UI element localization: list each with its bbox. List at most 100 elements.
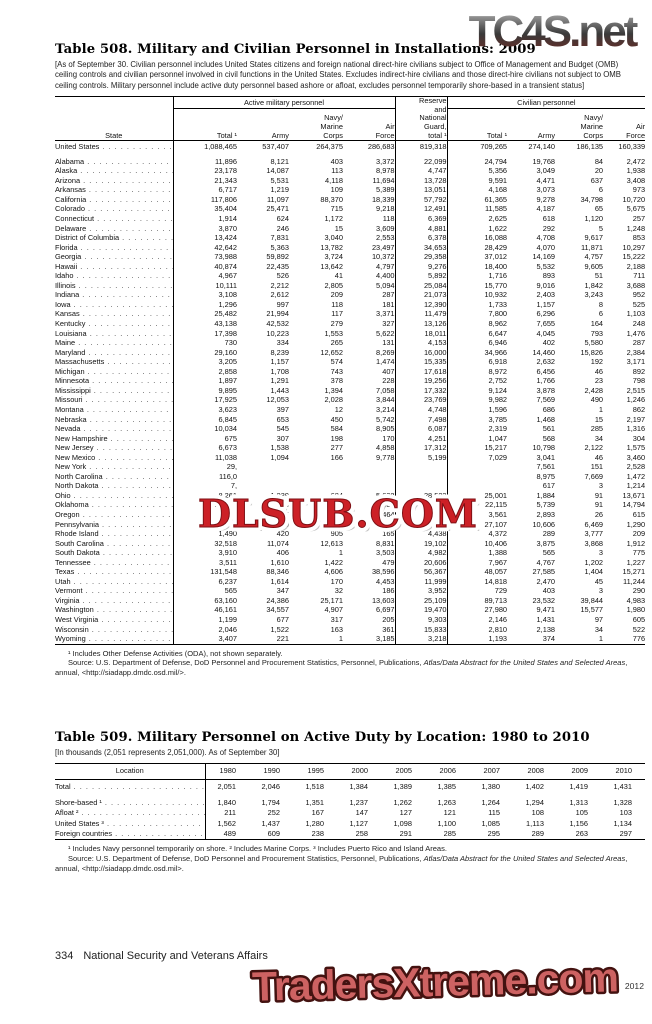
cell: 4,400 (376, 271, 395, 281)
cell: 4,767 (536, 557, 556, 567)
cell: 48,057 (484, 567, 508, 577)
cell: 8,972 (488, 366, 508, 376)
cell: 181 (382, 299, 395, 309)
cell: 6,673 (218, 443, 238, 453)
cell: 34,653 (394, 242, 448, 253)
cell: 1,094 (270, 452, 290, 462)
cell: 2,122 (584, 443, 604, 453)
cell: 117,806 (210, 194, 237, 204)
dot-leader (86, 195, 172, 204)
cell: 3,724 (324, 252, 344, 262)
cell: 490 (590, 395, 604, 405)
cell: 997 (276, 299, 289, 309)
cell: 1,842 (584, 280, 604, 290)
cell: 286,683 (367, 142, 395, 152)
cell: 1,172 (324, 214, 344, 224)
cell: 6 (598, 309, 604, 319)
cell: 711 (633, 271, 646, 281)
dot-leader (85, 319, 172, 328)
cell: 1,610 (270, 557, 290, 567)
cell: 10,470 (394, 509, 448, 520)
row-label: Tennessee (55, 557, 174, 568)
cell: 615 (632, 509, 646, 519)
cell: 2,893 (536, 509, 556, 519)
cell: 105 (575, 808, 588, 818)
cell: 3,561 (488, 509, 508, 519)
cell: 8,975 (536, 471, 556, 481)
cell: 15,770 (484, 280, 508, 290)
cell: 15,640 (394, 500, 448, 510)
cell: 131,548 (210, 567, 237, 577)
cell: 3,785 (488, 414, 508, 424)
dot-leader (99, 481, 172, 490)
cell (237, 481, 289, 491)
dot-leader (75, 338, 172, 347)
cell: 1,431 (536, 614, 556, 624)
cell (343, 472, 395, 482)
cell: 1,794 (261, 798, 281, 808)
cell: 2,046 (218, 624, 238, 634)
cell: 7,498 (394, 414, 448, 425)
cell: 1,614 (270, 576, 290, 586)
table-row: District of Columbia 13,424 7,831 3,040 2,55… (55, 233, 645, 243)
cell: 292 (542, 223, 556, 233)
cell: 403 (542, 586, 556, 596)
cell: 1,296 (218, 299, 238, 309)
cell: 65 (594, 204, 604, 214)
dot-leader (103, 472, 172, 481)
dot-leader (89, 625, 172, 634)
cell: 14,794 (622, 500, 646, 510)
row-label: New Mexico (55, 452, 174, 463)
cell: 1,518 (305, 782, 325, 792)
cell: 450 (330, 414, 343, 424)
dot-leader (85, 367, 172, 376)
cell: 568 (542, 433, 556, 443)
cell: 25,471 (266, 204, 289, 214)
dot-leader (91, 558, 172, 567)
cell: 1,422 (324, 557, 344, 567)
cell: 17,332 (394, 385, 448, 396)
cell: 6,717 (218, 185, 238, 195)
cell: 6,845 (218, 414, 238, 424)
cell: 1,157 (536, 299, 556, 309)
cell: 3,875 (536, 538, 556, 548)
cell: 24,386 (266, 595, 289, 605)
cell: 117 (331, 309, 343, 319)
row-label: Afloat ² (55, 808, 206, 819)
cell: 2,138 (536, 624, 556, 634)
cell: 1,263 (437, 798, 457, 808)
cell: 16,088 (484, 233, 508, 243)
cell: 1,938 (626, 166, 646, 176)
cell: 37,012 (484, 252, 508, 262)
cell: 1,280 (305, 818, 325, 828)
dot-leader (74, 271, 173, 280)
cell: 297 (619, 828, 632, 838)
table-row: Total 2,051 2,046 1,518 1,384 1,389 1,385 1,380… (55, 779, 645, 794)
dot-leader (80, 596, 172, 605)
cell: 8,905 (376, 424, 395, 434)
cell: 3,073 (536, 185, 556, 195)
table509-body: Shore-based ¹ 1,840 1,794 1,351 1,237 1,262 1,… (55, 793, 645, 840)
row-label: Nevada (55, 424, 174, 434)
cell: 279 (330, 319, 343, 329)
row-label: Maryland (55, 347, 174, 358)
cell (237, 462, 289, 472)
row-label: District of Columbia (55, 233, 174, 243)
row-label: Kentucky (55, 319, 174, 329)
cell: 15 (594, 414, 604, 424)
cell: 3,270 (270, 519, 290, 529)
cell: 1,443 (270, 385, 290, 395)
cell: 2,403 (536, 290, 556, 300)
row-label: Wisconsin (55, 624, 174, 635)
cell: 1,199 (218, 614, 238, 624)
cell: 1,522 (270, 624, 290, 634)
cell: 63,160 (214, 595, 237, 605)
row-label: Missouri (55, 395, 174, 405)
dot-leader (86, 634, 172, 643)
cell: 290 (632, 586, 646, 596)
cell: 5,199 (394, 452, 448, 463)
cell: 38,596 (371, 567, 395, 577)
dot-leader (104, 539, 172, 548)
